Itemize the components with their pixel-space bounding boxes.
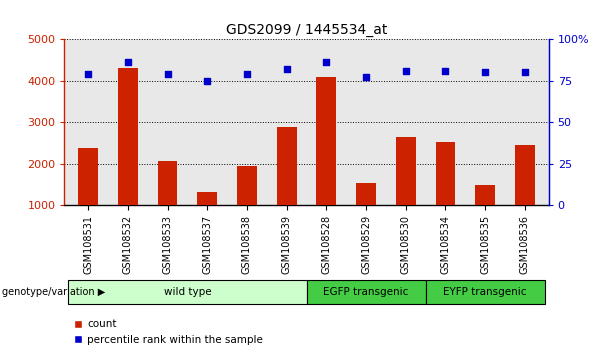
Point — [242, 71, 252, 77]
Point — [162, 71, 172, 77]
Point — [520, 69, 530, 75]
Bar — [158, 161, 178, 247]
Legend: count, percentile rank within the sample: count, percentile rank within the sample — [69, 315, 267, 349]
Point — [361, 74, 371, 80]
Title: GDS2099 / 1445534_at: GDS2099 / 1445534_at — [226, 23, 387, 36]
Point — [123, 59, 133, 65]
Text: wild type: wild type — [164, 287, 211, 297]
Bar — [306, 280, 425, 304]
Point — [282, 66, 292, 72]
Bar — [356, 183, 376, 247]
Bar — [425, 280, 545, 304]
Bar — [515, 144, 535, 247]
Bar — [118, 68, 138, 247]
Bar — [435, 142, 455, 247]
Text: genotype/variation ▶: genotype/variation ▶ — [2, 287, 105, 297]
Point — [321, 59, 331, 65]
Bar — [237, 166, 257, 247]
Bar — [276, 127, 297, 247]
Bar — [78, 148, 98, 247]
Bar — [197, 192, 217, 247]
Bar — [68, 280, 306, 304]
Point — [401, 68, 411, 73]
Point — [441, 68, 451, 73]
Bar — [316, 77, 337, 247]
Point — [480, 69, 490, 75]
Bar — [396, 137, 416, 247]
Bar — [475, 185, 495, 247]
Point — [202, 78, 212, 83]
Text: EGFP transgenic: EGFP transgenic — [323, 287, 409, 297]
Point — [83, 71, 93, 77]
Text: EYFP transgenic: EYFP transgenic — [443, 287, 527, 297]
